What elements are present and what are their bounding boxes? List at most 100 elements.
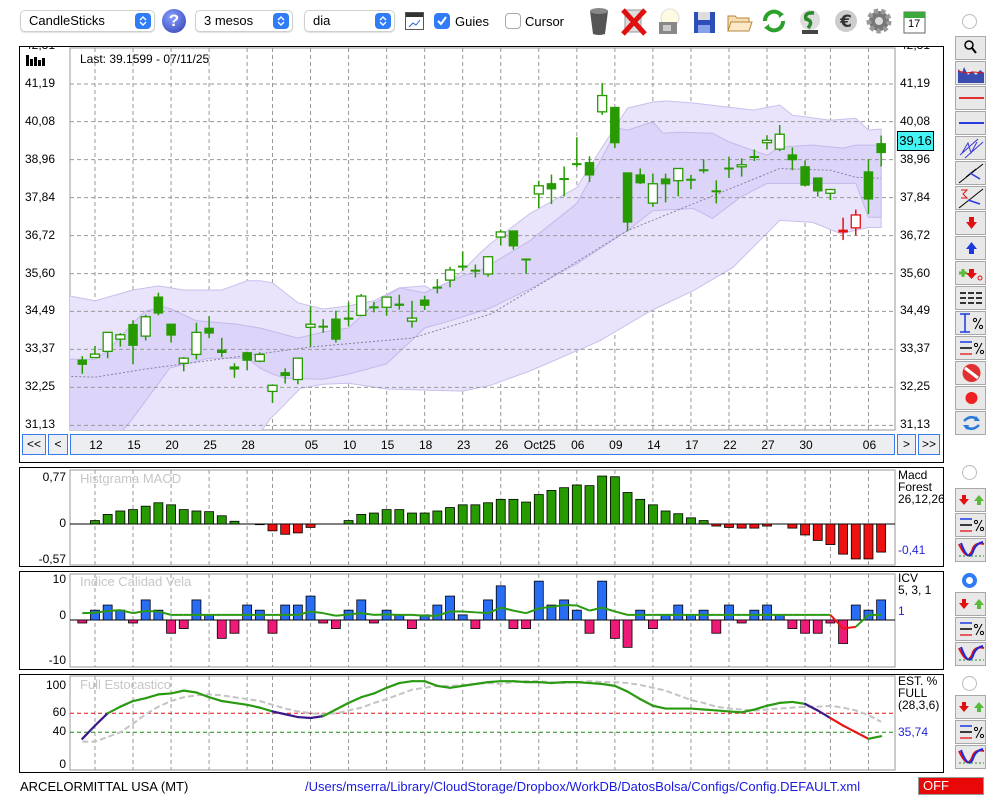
- trash-icon[interactable]: [585, 6, 613, 36]
- lines-percent-button[interactable]: [955, 336, 986, 360]
- lightbulb-icon[interactable]: [655, 6, 683, 36]
- gear-icon[interactable]: [865, 6, 893, 36]
- cursor-checkbox[interactable]: [505, 13, 521, 29]
- icv-signal-line-segment: [538, 605, 552, 610]
- icv-panel[interactable]: [19, 571, 944, 670]
- no-entry-button[interactable]: [955, 361, 986, 385]
- zoom-icon: [964, 40, 977, 54]
- buy-arrow-button[interactable]: [955, 236, 986, 260]
- date-tick-label: 25: [203, 438, 217, 452]
- price-tick-label: 32,25: [25, 379, 56, 394]
- macd-bar: [292, 523, 303, 534]
- trendline-button[interactable]: [955, 161, 986, 185]
- sync-icon: [963, 416, 980, 430]
- help-icon[interactable]: ?: [162, 9, 186, 33]
- channel-button[interactable]: [955, 136, 986, 160]
- chart-window-icon[interactable]: [405, 12, 424, 30]
- candle-body: [254, 353, 265, 362]
- candle-body: [482, 256, 494, 275]
- icv-signal-line-segment: [513, 609, 527, 615]
- signals-button[interactable]: [955, 695, 986, 719]
- candle-body: [610, 106, 620, 144]
- icv-signal-line-segment: [437, 610, 451, 617]
- date-tick-label: 30: [799, 438, 813, 452]
- red-line-button[interactable]: [955, 86, 986, 110]
- sigma-trendline-button[interactable]: [955, 186, 986, 210]
- sell-arrow-button[interactable]: [955, 211, 986, 235]
- price-chart-panel[interactable]: [19, 46, 944, 463]
- icv-bar: [495, 585, 506, 621]
- stoch-k-line-segment: [284, 713, 299, 719]
- icv-signal-line-segment: [462, 610, 476, 614]
- nav-next-button[interactable]: >: [897, 434, 916, 455]
- stoch-k-line-segment: [131, 697, 147, 703]
- stoch-plot-area: [69, 675, 896, 771]
- open-folder-icon[interactable]: [725, 6, 753, 36]
- icv-bar: [90, 609, 100, 621]
- crossover-icon: [958, 748, 985, 764]
- signals-button[interactable]: [955, 488, 986, 512]
- macd-panel-radio[interactable]: [962, 465, 977, 480]
- add-order-button[interactable]: [955, 261, 986, 285]
- lines-percent-button[interactable]: [955, 513, 986, 537]
- stoch-legend-3: (28,3,6): [898, 698, 940, 712]
- nav-prev-button[interactable]: <: [48, 434, 68, 455]
- icv-tick-label: -10: [48, 653, 66, 667]
- stoch-panel-radio[interactable]: [962, 676, 977, 691]
- macd-bar: [749, 523, 760, 529]
- stoch-k-line-segment: [791, 700, 807, 705]
- zoom-button[interactable]: [955, 36, 986, 60]
- crossover-button[interactable]: [955, 745, 986, 769]
- icv-panel-radio[interactable]: [962, 573, 977, 588]
- lines-percent-button[interactable]: [955, 720, 986, 744]
- candle-body: [457, 265, 468, 268]
- calendar-icon[interactable]: 17: [900, 6, 928, 36]
- stoch-panel[interactable]: [19, 674, 944, 773]
- candle-body: [406, 317, 418, 322]
- recycle-icon[interactable]: [796, 6, 824, 36]
- price-tick-label: 37,84: [25, 189, 56, 204]
- status-off-button[interactable]: OFF: [918, 777, 984, 795]
- candle-body: [356, 295, 367, 317]
- period-select[interactable]: 3 mesos: [195, 10, 293, 32]
- stoch-k-line-segment: [93, 712, 109, 727]
- crossover-button[interactable]: [955, 538, 986, 562]
- red-line-icon: [959, 97, 984, 99]
- range-percent-button[interactable]: [955, 311, 986, 335]
- crossover-button[interactable]: [955, 642, 986, 666]
- main-panel-radio[interactable]: [962, 14, 977, 29]
- icv-tick-label: 10: [52, 572, 66, 586]
- stoch-k-line-segment: [220, 699, 236, 705]
- signals-button[interactable]: [955, 592, 986, 616]
- stoch-k-line-segment: [322, 708, 337, 718]
- sync-button[interactable]: [955, 411, 986, 435]
- euro-icon[interactable]: €: [832, 6, 860, 36]
- mini-chart-button[interactable]: [955, 61, 986, 85]
- date-axis-strip[interactable]: 12 15 20 25 28 05 10 15 18 23 26 Oct25 06 09 14 17 22 27 3…: [70, 434, 895, 455]
- lines-percent-button[interactable]: [955, 617, 986, 641]
- icv-bar: [584, 619, 595, 634]
- candle-body: [470, 269, 481, 272]
- icv-signal-line-segment: [842, 625, 856, 630]
- record-button[interactable]: [955, 386, 986, 410]
- date-tick-label: 17: [685, 438, 699, 452]
- stoch-k-line-segment: [448, 684, 464, 689]
- delete-icon[interactable]: [620, 6, 648, 36]
- stoch-k-line-segment: [740, 708, 756, 714]
- guides-checkbox[interactable]: [434, 13, 450, 29]
- macd-panel[interactable]: [19, 467, 944, 567]
- save-icon[interactable]: [690, 6, 718, 36]
- config-path-link[interactable]: /Users/mserra/Library/CloudStorage/Dropb…: [305, 779, 861, 794]
- blue-line-button[interactable]: [955, 111, 986, 135]
- candle-body: [749, 156, 760, 159]
- nav-last-button[interactable]: >>: [918, 434, 940, 455]
- interval-select[interactable]: dia: [304, 10, 395, 32]
- macd-legend: Macd Forest 26,12,26: [898, 469, 945, 505]
- dashed-lines-button[interactable]: [955, 286, 986, 310]
- nav-first-button[interactable]: <<: [22, 434, 46, 455]
- icv-signal-line-segment: [829, 614, 844, 630]
- refresh-icon[interactable]: [760, 6, 788, 36]
- volume-bars-icon[interactable]: [26, 53, 46, 69]
- chart-type-select[interactable]: CandleSticks: [20, 10, 155, 32]
- candle-body: [559, 178, 569, 181]
